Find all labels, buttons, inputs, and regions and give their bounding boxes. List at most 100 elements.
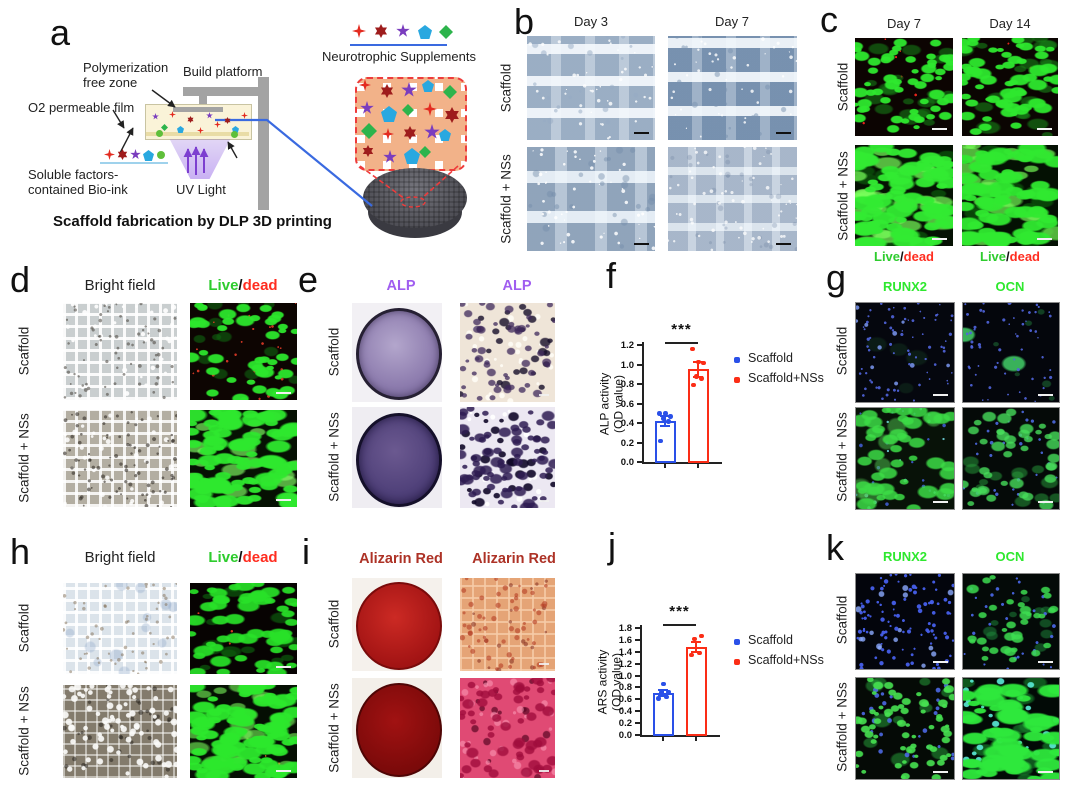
panel-h-row-scaffold: Scaffold bbox=[16, 603, 32, 653]
panel-h-header-livedead: Live/dead bbox=[208, 549, 277, 566]
ars-closeup-scaffold bbox=[460, 578, 555, 671]
panel-b-row-scaffold: Scaffold bbox=[498, 63, 514, 113]
scale-bar bbox=[539, 663, 549, 665]
supplement-s6-icon bbox=[445, 107, 459, 123]
ars-disc-scaffold-nss bbox=[352, 678, 442, 778]
panel-k-row-scaffold-nss: Scaffold + NSs bbox=[834, 682, 850, 772]
supplement-c-icon bbox=[197, 127, 204, 134]
label-o2-film: O2 permeable film bbox=[28, 100, 135, 115]
scale-bar bbox=[634, 131, 649, 134]
dead-label: dead bbox=[1009, 249, 1040, 264]
scale-bar bbox=[776, 242, 791, 245]
supplement-p-icon bbox=[177, 126, 184, 133]
panel-e-row-scaffold: Scaffold bbox=[326, 327, 342, 377]
supplement-s6-icon bbox=[374, 24, 388, 38]
panel-letter-b: b bbox=[514, 1, 535, 42]
slash-label: / bbox=[1006, 249, 1010, 264]
micrograph-k-ocn-scaffold-nss bbox=[962, 677, 1060, 780]
label-soluble-line1: Soluble factors- bbox=[28, 167, 119, 182]
printed-scaffold-disc bbox=[363, 168, 467, 228]
panel-g-header-runx2: RUNX2 bbox=[882, 279, 928, 294]
micrograph-g-ocn-scaffold-nss bbox=[962, 407, 1060, 510]
micrograph-g-runx2-scaffold bbox=[855, 302, 955, 403]
ars-activity-bar-chart: 0.0 0.2 0.4 0.6 0.8 1.0 1.2 1.4 1.6 1.8 *** Scaffol… bbox=[595, 603, 824, 741]
panel-letter-d: d bbox=[10, 259, 31, 300]
supplement-c-icon bbox=[241, 112, 248, 119]
scale-bar bbox=[933, 500, 948, 503]
scale-bar bbox=[634, 242, 649, 245]
micrograph-b-scaffold-nss-day7 bbox=[668, 147, 797, 251]
scale-bar bbox=[932, 127, 947, 130]
panel-h-row-scaffold-nss: Scaffold + NSs bbox=[16, 686, 32, 776]
label-build-platform: Build platform bbox=[183, 64, 263, 79]
supplement-d-icon bbox=[439, 25, 453, 39]
scale-bar bbox=[276, 665, 291, 668]
supplement-p5-icon bbox=[152, 113, 159, 120]
scale-bar bbox=[276, 769, 291, 772]
scale-bar bbox=[539, 394, 549, 396]
supplement-d-icon bbox=[361, 123, 377, 139]
scale-bar bbox=[1038, 500, 1053, 503]
build-plate bbox=[173, 107, 223, 112]
scale-bar bbox=[276, 498, 291, 501]
zoom-connector-line bbox=[215, 118, 373, 207]
panel-d-row-scaffold-nss: Scaffold + NSs bbox=[16, 413, 32, 503]
dead-label: dead bbox=[903, 249, 934, 264]
stained-disc bbox=[356, 582, 442, 670]
panel-letter-g: g bbox=[826, 257, 847, 298]
micrograph-b-scaffold-day3 bbox=[527, 36, 655, 140]
panel-c-header-day14: Day 14 bbox=[989, 16, 1031, 31]
supplement-g-icon bbox=[157, 151, 165, 159]
supplement-g-icon bbox=[156, 130, 163, 137]
panel-a-caption: Scaffold fabrication by DLP 3D printing bbox=[53, 213, 332, 230]
supplements-underline bbox=[350, 44, 447, 46]
panel-g-header-ocn: OCN bbox=[995, 279, 1025, 294]
panel-i-row-scaffold: Scaffold bbox=[326, 599, 342, 649]
supplement-c-icon bbox=[169, 111, 176, 118]
alp-disc-scaffold-nss bbox=[352, 407, 442, 508]
panel-letter-h: h bbox=[10, 531, 31, 572]
micrograph-h-livedead-scaffold bbox=[190, 583, 297, 674]
micrograph-c-scaffold-nss-day7 bbox=[855, 145, 953, 246]
scale-bar bbox=[933, 660, 948, 663]
stained-disc bbox=[356, 683, 442, 777]
printer-column bbox=[258, 77, 269, 210]
scale-bar bbox=[1038, 770, 1053, 773]
dead-label: dead bbox=[242, 549, 278, 566]
panel-letter-a: a bbox=[50, 12, 71, 53]
alp-closeup-scaffold bbox=[460, 303, 555, 402]
supplement-p-icon bbox=[404, 148, 420, 164]
ars-closeup-scaffold-nss bbox=[460, 678, 555, 778]
label-polymerization-line1: Polymerization bbox=[83, 60, 169, 75]
dead-label: dead bbox=[242, 277, 278, 294]
ars-disc-scaffold bbox=[352, 578, 442, 671]
platform-stem bbox=[199, 93, 207, 111]
panel-k-header-runx2: RUNX2 bbox=[882, 549, 928, 564]
panel-c-row-scaffold-nss: Scaffold + NSs bbox=[835, 151, 851, 241]
scale-bar bbox=[1037, 127, 1052, 130]
panel-letter-i: i bbox=[302, 531, 310, 572]
alp-closeup-scaffold-nss bbox=[460, 407, 555, 508]
panel-c-row-scaffold: Scaffold bbox=[835, 62, 851, 112]
stained-disc bbox=[356, 308, 442, 400]
scale-bar bbox=[1038, 660, 1053, 663]
panel-k-header-ocn: OCN bbox=[995, 549, 1025, 564]
slash-label: / bbox=[238, 549, 243, 566]
panel-c-header-day7: Day 7 bbox=[887, 16, 921, 31]
supplement-s6-icon bbox=[224, 117, 231, 124]
panel-i-row-scaffold-nss: Scaffold + NSs bbox=[326, 683, 342, 773]
supplement-p-icon bbox=[143, 150, 154, 161]
supplement-p-icon bbox=[422, 80, 434, 92]
panel-c-livedead-left: Live/dead bbox=[874, 249, 934, 264]
micrograph-g-ocn-scaffold bbox=[962, 302, 1060, 403]
supplement-d-icon bbox=[402, 104, 414, 116]
micrograph-h-livedead-scaffold-nss bbox=[190, 685, 297, 778]
label-neurotrophic-supplements: Neurotrophic Supplements bbox=[322, 49, 476, 64]
live-label: Live bbox=[208, 549, 239, 566]
micrograph-k-ocn-scaffold bbox=[962, 573, 1060, 670]
supplement-c-icon bbox=[214, 121, 221, 128]
panel-letter-c: c bbox=[820, 0, 838, 40]
label-polymerization-line2: free zone bbox=[83, 75, 138, 90]
label-soluble-line2: contained Bio-ink bbox=[28, 182, 128, 197]
stained-disc bbox=[356, 413, 442, 507]
